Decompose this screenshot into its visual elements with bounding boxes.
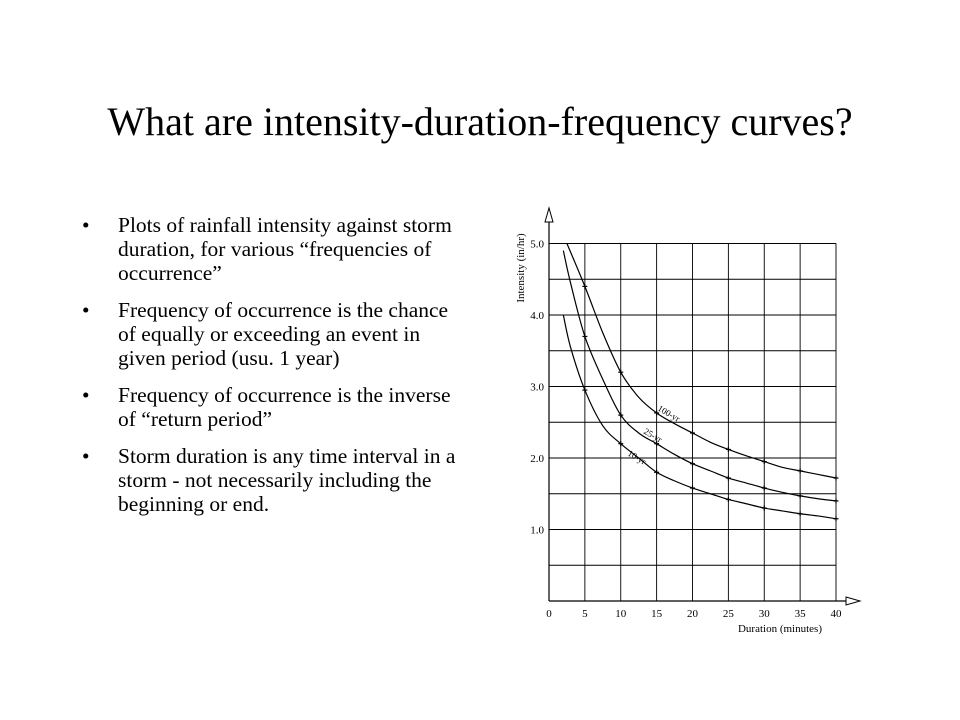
- y-tick-label: 5.0: [530, 239, 544, 251]
- bullet-text: Frequency of occurrence is the chance of…: [118, 298, 449, 370]
- series-line-25-yr: [562, 250, 837, 502]
- bullet-text: Frequency of occurrence is the inverse o…: [118, 383, 451, 431]
- labels: 100-yr 25-yr 10-yr: [626, 403, 682, 466]
- y-axis-arrow-icon: [544, 206, 554, 223]
- bullet-item: • Frequency of occurrence is the inverse …: [82, 383, 467, 431]
- bullet-list: • Plots of rainfall intensity against sto…: [82, 213, 467, 529]
- bullet-dot-icon: •: [82, 444, 90, 468]
- series-line-10-yr: [562, 314, 837, 520]
- y-tick-label: 1.0: [530, 525, 544, 537]
- y-tick-label: 3.0: [530, 382, 544, 394]
- x-tick-label: 5: [582, 608, 588, 620]
- x-axis-arrow-icon: [845, 596, 862, 606]
- x-tick-label: 15: [651, 608, 663, 620]
- curve-label: 10-yr: [626, 448, 648, 466]
- y-tick-label: 2.0: [530, 453, 544, 465]
- curve-label: 25-yr: [642, 426, 664, 444]
- y-axis-title: Intensity (in/hr): [515, 233, 527, 303]
- x-tick-label: 35: [795, 608, 807, 620]
- bullet-item: • Storm duration is any time interval in …: [82, 444, 467, 516]
- x-tick-label: 10: [615, 608, 627, 620]
- y-tick-label: 4.0: [530, 310, 544, 322]
- series-line-100-yr: [566, 243, 837, 479]
- x-tick-label: 0: [546, 608, 552, 620]
- curve-label: 100-yr: [656, 403, 682, 424]
- axes: 0 5 10 15 20 25 30 35 40 1.0 2.0 3.0 4.0 5.0 Duration …: [515, 206, 862, 635]
- x-tick-label: 30: [759, 608, 771, 620]
- series: [562, 243, 839, 522]
- bullet-item: • Frequency of occurrence is the chance o…: [82, 298, 467, 370]
- slide-title: What are intensity-duration-frequency cu…: [107, 99, 853, 144]
- bullet-dot-icon: •: [82, 213, 90, 237]
- bullet-text: Plots of rainfall intensity against stor…: [118, 213, 452, 285]
- x-axis-title: Duration (minutes): [738, 623, 822, 635]
- bullet-item: • Plots of rainfall intensity against sto…: [82, 213, 467, 285]
- grid: [549, 243, 837, 601]
- bullet-dot-icon: •: [82, 383, 90, 407]
- x-tick-label: 25: [723, 608, 735, 620]
- x-tick-label: 40: [831, 608, 843, 620]
- bullet-text: Storm duration is any time interval in a…: [118, 444, 456, 516]
- x-tick-label: 20: [687, 608, 699, 620]
- bullet-dot-icon: •: [82, 298, 90, 322]
